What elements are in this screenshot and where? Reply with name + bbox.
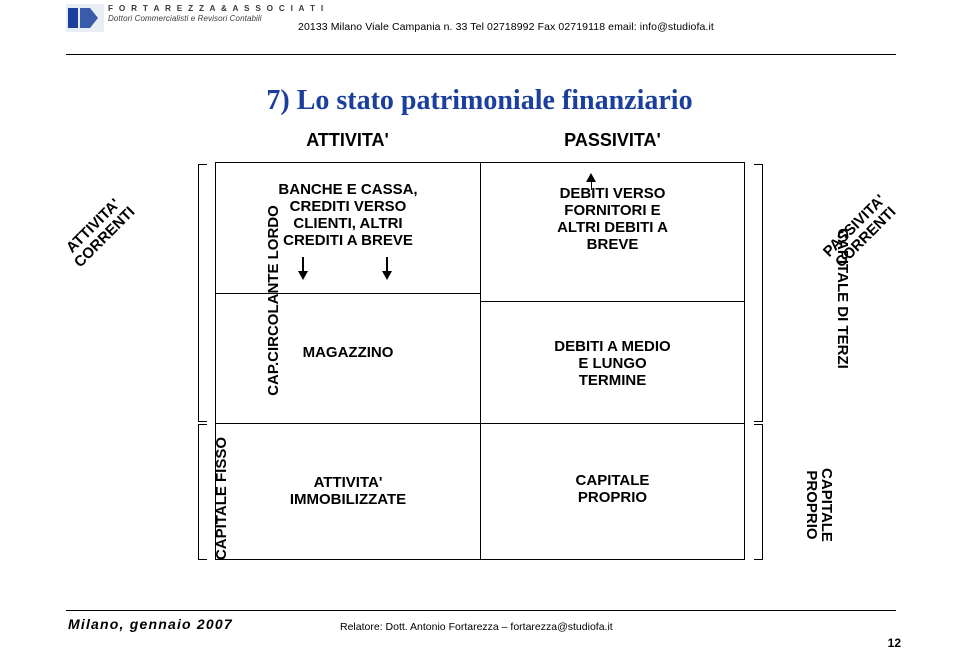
page-root: F O R T A R E Z Z A & A S S O C I A T I … <box>0 0 959 661</box>
bracket-right-bottom <box>754 424 763 560</box>
footer-relatore: Relatore: Dott. Antonio Fortarezza – for… <box>340 621 613 633</box>
bracket-right-top <box>754 164 763 422</box>
logo-sub-text: Dottori Commercialisti e Revisori Contab… <box>108 14 325 23</box>
logo-block: F O R T A R E Z Z A & A S S O C I A T I … <box>66 4 325 32</box>
logo-icon <box>66 4 104 32</box>
arrow-stem <box>302 257 304 271</box>
header-address: 20133 Milano Viale Campania n. 33 Tel 02… <box>298 21 714 33</box>
cell-left-3: ATTIVITA' IMMOBILIZZATE <box>216 423 480 560</box>
cell-left-2: MAGAZZINO <box>216 293 480 424</box>
side-attivita-correnti: ATTIVITA' CORRENTI <box>60 193 138 271</box>
label-debiti-breve: DEBITI VERSO FORNITORI E ALTRI DEBITI A … <box>501 185 724 253</box>
arrow-down-icon <box>382 271 392 280</box>
footer-divider <box>66 610 896 611</box>
label-debiti-medio-lungo: DEBITI A MEDIO E LUNGO TERMINE <box>501 338 724 389</box>
arrow-stem <box>591 182 593 190</box>
side-cap-circolante: CAP.CIRCOLANTE LORDO <box>265 205 282 396</box>
cell-right-3: CAPITALE PROPRIO <box>481 423 744 560</box>
label-capitale-proprio: CAPITALE PROPRIO <box>501 472 724 506</box>
cell-left-1: BANCHE E CASSA, CREDITI VERSO CLIENTI, A… <box>216 163 480 293</box>
col-header-attivita: ATTIVITA' <box>215 130 480 162</box>
page-title: 7) Lo stato patrimoniale finanziario <box>0 85 959 117</box>
arrow-stem <box>386 257 388 271</box>
balance-sheet-diagram: ATTIVITA' PASSIVITA' BANCHE E CASSA, CRE… <box>215 130 745 560</box>
side-cap-fisso: CAPITALE FISSO <box>213 437 230 560</box>
arrow-up-icon <box>586 173 596 182</box>
bracket-left-bottom <box>198 424 207 560</box>
col-header-passivita: PASSIVITA' <box>480 130 745 162</box>
side-cap-proprio: CAPITALE PROPRIO <box>804 468 834 542</box>
bracket-left-top <box>198 164 207 422</box>
side-cap-terzi: CAPITALE DI TERZI <box>834 228 851 369</box>
page-header: F O R T A R E Z Z A & A S S O C I A T I … <box>66 0 896 55</box>
page-number: 12 <box>888 636 901 650</box>
arrow-down-icon <box>298 271 308 280</box>
footer-title: Milano, gennaio 2007 <box>68 616 233 632</box>
label-attivita-immobilizzate: ATTIVITA' IMMOBILIZZATE <box>236 474 460 508</box>
diagram-grid: BANCHE E CASSA, CREDITI VERSO CLIENTI, A… <box>215 162 745 560</box>
logo-main-text: F O R T A R E Z Z A & A S S O C I A T I <box>108 4 325 13</box>
side-passivita-correnti: PASSIVITA' CORRENTI <box>821 192 900 271</box>
cell-right-2: DEBITI A MEDIO E LUNGO TERMINE <box>481 301 744 424</box>
cell-right-1: DEBITI VERSO FORNITORI E ALTRI DEBITI A … <box>481 163 744 301</box>
